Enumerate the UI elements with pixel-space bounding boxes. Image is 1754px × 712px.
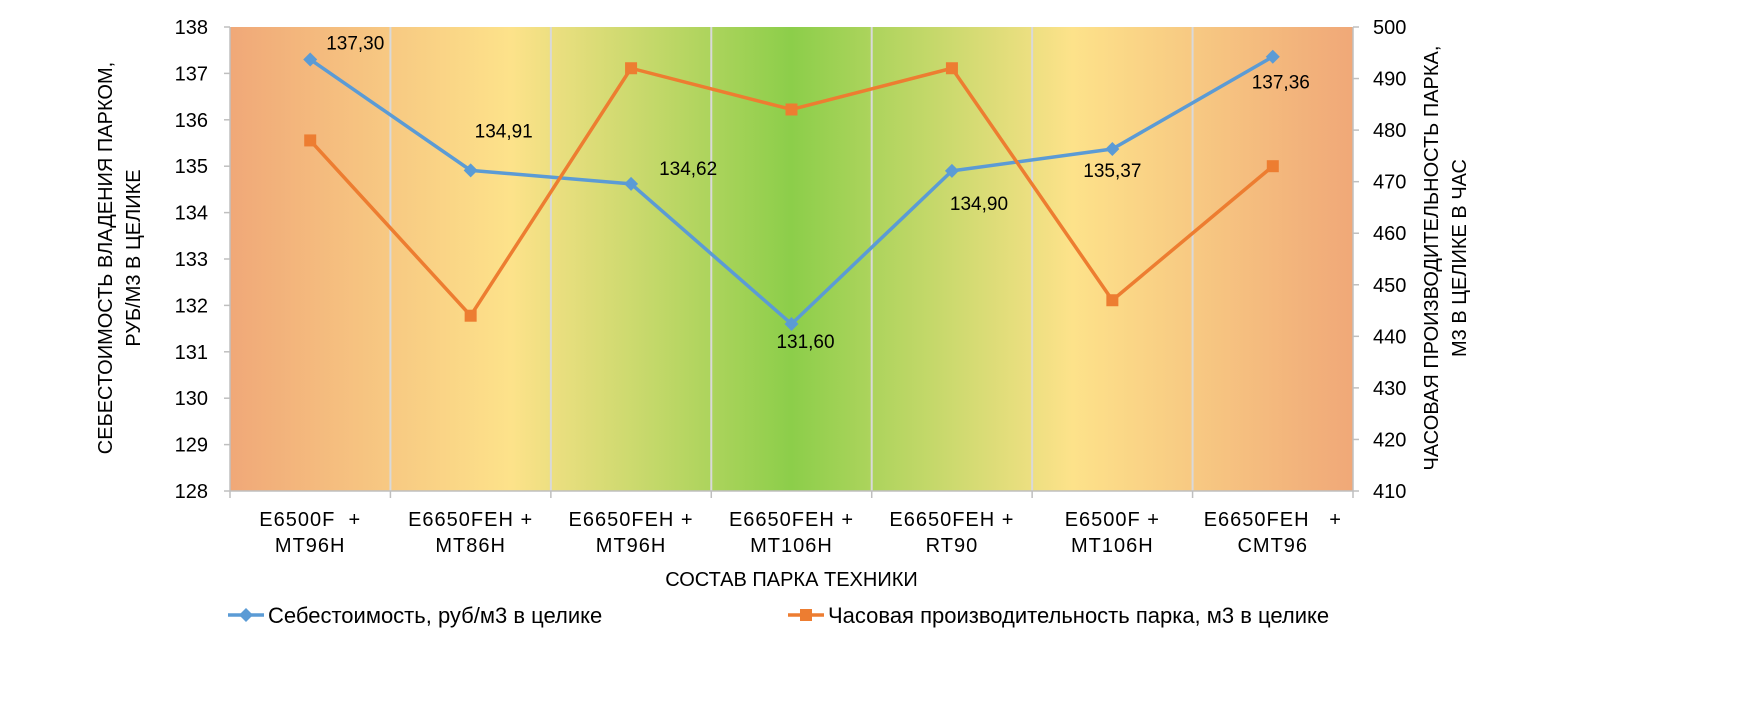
plot-background	[230, 27, 1353, 491]
legend: Себестоимость, руб/м3 в целике Часовая пр…	[228, 603, 1329, 628]
y-right-title-line: ЧАСОВАЯ ПРОИЗВОДИТЕЛЬНОСТЬ ПАРКА,	[1421, 46, 1443, 471]
y-axis-left-title: СЕБЕСТОИМОСТЬ ВЛАДЕНИЯ ПАРКОМ, РУБ/М3 В Ц…	[95, 62, 145, 454]
series-point	[1266, 160, 1279, 173]
category-label-line: E6500F +	[1065, 509, 1160, 531]
category-label: E6650FEH + MT96H	[569, 509, 694, 557]
data-label: 134,91	[475, 121, 533, 142]
series	[303, 49, 1280, 331]
category-label-line: MT86H	[435, 535, 506, 557]
category-label: E6500F + MT96H	[259, 509, 361, 557]
right-axis-ticks: 410 420 430 440 450 460 470 480 490 500	[1373, 17, 1406, 503]
y-left-title-line: СЕБЕСТОИМОСТЬ ВЛАДЕНИЯ ПАРКОМ,	[95, 62, 117, 454]
y-right-tick-label: 430	[1373, 378, 1406, 400]
legend-label: Часовая производительность парка, м3 в ц…	[828, 603, 1329, 628]
y-right-tick-label: 420	[1373, 429, 1406, 451]
category-label-line: E6650FEH +	[1204, 509, 1342, 531]
series-point	[785, 103, 798, 116]
category-label-line: MT106H	[1071, 535, 1154, 557]
series-point	[304, 134, 317, 147]
y-left-tick-label: 132	[175, 295, 208, 317]
series-point	[944, 163, 959, 178]
series-point	[1106, 294, 1119, 307]
legend-marker	[800, 609, 812, 621]
category-label: E6650FEH + CMT96	[1204, 509, 1342, 557]
data-label: 137,30	[326, 33, 384, 54]
legend-label: Себестоимость, руб/м3 в целике	[268, 603, 602, 628]
legend-marker	[239, 608, 253, 622]
category-label-line: E6650FEH +	[569, 509, 694, 531]
category-label-line: MT96H	[275, 535, 346, 557]
axes	[224, 26, 1359, 498]
data-label: 135,37	[1083, 161, 1141, 182]
category-label-line: MT106H	[750, 535, 833, 557]
y-right-tick-label: 410	[1373, 481, 1406, 503]
y-left-tick-label: 131	[175, 342, 208, 364]
left-axis-ticks: 128 129 130 131 132 133 134 135 136 137 138	[175, 17, 208, 503]
y-left-title: СЕБЕСТОИМОСТЬ ВЛАДЕНИЯ ПАРКОМ, РУБ/М3 В Ц…	[95, 62, 145, 454]
data-label: 131,60	[776, 332, 834, 353]
y-right-tick-label: 480	[1373, 120, 1406, 142]
y-left-tick-label: 135	[175, 156, 208, 178]
y-left-tick-label: 129	[175, 435, 208, 457]
series-point	[945, 62, 958, 75]
category-label-line: E6650FEH +	[889, 509, 1014, 531]
y-right-tick-label: 460	[1373, 223, 1406, 245]
category-labels: E6500F + MT96H E6650FEH + MT86H E6650FEH + MT…	[259, 509, 1342, 557]
y-right-title-line: М3 В ЦЕЛИКЕ В ЧАС	[1449, 159, 1471, 357]
data-label: 134,90	[950, 194, 1008, 215]
category-label-line: MT96H	[596, 535, 667, 557]
series-point	[625, 62, 638, 75]
y-left-title-line: РУБ/М3 В ЦЕЛИКЕ	[123, 169, 145, 346]
series-point	[463, 163, 478, 178]
y-axis-right-title: ЧАСОВАЯ ПРОИЗВОДИТЕЛЬНОСТЬ ПАРКА, М3 В ЦЕ…	[1421, 46, 1471, 471]
category-label-line: CMT96	[1237, 535, 1308, 557]
y-right-tick-label: 500	[1373, 17, 1406, 39]
category-label: E6650FEH + RT90	[889, 509, 1014, 557]
series-point	[784, 316, 799, 331]
category-label: E6500F + MT106H	[1065, 509, 1160, 557]
category-label-line: E6650FEH +	[729, 509, 854, 531]
y-left-tick-label: 128	[175, 481, 208, 503]
series-point	[464, 309, 477, 322]
series-point	[1105, 142, 1120, 157]
x-axis-title: СОСТАВ ПАРКА ТЕХНИКИ	[665, 569, 917, 591]
y-right-tick-label: 440	[1373, 326, 1406, 348]
category-label: E6650FEH + MT106H	[729, 509, 854, 557]
y-left-tick-label: 133	[175, 249, 208, 271]
y-left-tick-label: 137	[175, 63, 208, 85]
y-left-tick-label: 130	[175, 388, 208, 410]
series-point	[1265, 49, 1280, 64]
y-right-title: ЧАСОВАЯ ПРОИЗВОДИТЕЛЬНОСТЬ ПАРКА, М3 В ЦЕ…	[1421, 46, 1471, 471]
y-right-tick-label: 490	[1373, 69, 1406, 91]
series-point	[624, 176, 639, 191]
data-label: 134,62	[659, 159, 717, 180]
y-right-tick-label: 450	[1373, 275, 1406, 297]
y-left-tick-label: 138	[175, 17, 208, 39]
series-point	[303, 52, 318, 67]
y-left-tick-label: 136	[175, 110, 208, 132]
data-labels: 137,30 134,91 134,62 131,60 134,90 135,37 137,…	[326, 33, 1310, 352]
y-left-tick-label: 134	[175, 203, 208, 225]
y-right-tick-label: 470	[1373, 172, 1406, 194]
category-label-line: E6500F +	[259, 509, 361, 531]
category-label-line: RT90	[926, 535, 979, 557]
category-label: E6650FEH + MT86H	[408, 509, 533, 557]
data-label: 137,36	[1252, 73, 1310, 94]
category-label-line: E6650FEH +	[408, 509, 533, 531]
